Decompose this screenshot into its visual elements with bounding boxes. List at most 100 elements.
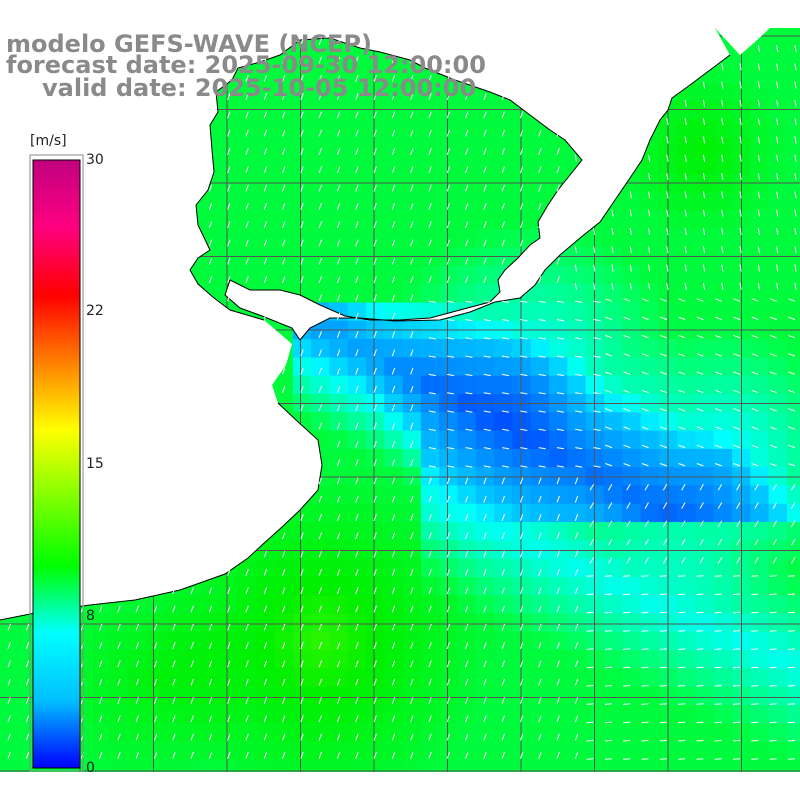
wind-arrow <box>794 282 797 290</box>
field-cell <box>292 595 312 615</box>
wind-arrow <box>662 502 668 509</box>
wind-arrow <box>446 587 451 595</box>
field-cell <box>329 705 349 724</box>
wind-arrow <box>739 282 742 290</box>
field-cell <box>677 375 696 395</box>
field-cell <box>402 357 422 377</box>
field-cell <box>237 577 257 596</box>
wind-arrow <box>721 81 724 89</box>
wind-arrow <box>623 721 631 724</box>
wind-arrow <box>794 81 797 89</box>
field-cell <box>475 558 495 578</box>
wind-arrow <box>502 392 510 395</box>
field-cell <box>475 631 495 651</box>
field-cell <box>183 686 202 706</box>
field-cell <box>530 412 550 432</box>
field-cell <box>292 119 312 139</box>
wind-arrow <box>391 221 396 229</box>
wind-arrow <box>732 758 741 760</box>
wind-arrow <box>227 623 231 631</box>
wind-arrow <box>135 697 139 704</box>
wind-arrow <box>355 477 359 485</box>
wind-arrow <box>208 678 213 686</box>
field-cell <box>420 448 440 468</box>
field-cell <box>786 375 800 395</box>
field-cell <box>164 741 184 761</box>
field-cell <box>91 631 111 651</box>
field-cell <box>146 613 166 633</box>
wind-arrow <box>282 56 286 64</box>
wind-arrow <box>446 166 451 174</box>
wind-arrow <box>684 118 687 126</box>
wind-arrow <box>556 550 560 558</box>
field-cell <box>274 101 294 120</box>
wind-arrow <box>757 246 760 254</box>
wind-arrow <box>538 373 546 377</box>
wind-arrow <box>245 184 249 192</box>
wind-arrow <box>428 74 432 82</box>
wind-arrow <box>593 465 601 468</box>
wind-arrow <box>447 337 455 340</box>
field-cell <box>384 705 404 724</box>
field-cell <box>274 723 294 743</box>
field-cell <box>292 101 312 120</box>
wind-arrow <box>519 751 524 759</box>
wind-arrow <box>465 568 469 576</box>
wind-arrow <box>263 184 268 192</box>
wind-arrow <box>410 422 414 430</box>
wind-arrow <box>373 148 377 155</box>
wind-arrow <box>410 404 414 412</box>
field-cell <box>567 284 587 303</box>
field-cell <box>237 595 257 615</box>
wind-arrow <box>355 385 359 393</box>
field-cell <box>695 211 715 230</box>
field-cell <box>786 723 800 743</box>
field-cell <box>677 741 696 761</box>
field-cell <box>567 577 587 596</box>
wind-arrow <box>623 371 631 375</box>
wind-arrow <box>626 538 631 546</box>
field-cell <box>512 613 532 633</box>
wind-arrow <box>336 751 341 759</box>
wind-arrow <box>556 751 560 759</box>
wind-arrow <box>410 623 414 631</box>
wind-arrow <box>501 221 505 229</box>
field-cell <box>366 448 385 468</box>
wind-arrow <box>282 751 286 759</box>
field-cell <box>329 284 349 303</box>
field-cell <box>786 229 800 249</box>
wind-arrow <box>787 685 795 687</box>
wind-arrow <box>391 642 396 650</box>
field-cell <box>494 339 513 358</box>
wind-arrow <box>751 630 759 632</box>
field-cell <box>18 650 38 669</box>
field-cell <box>677 211 696 230</box>
wind-arrow <box>410 459 414 467</box>
field-cell <box>786 412 800 432</box>
field-cell <box>768 613 788 633</box>
wind-arrow <box>684 191 687 199</box>
field-cell <box>183 741 202 761</box>
field-cell <box>494 137 513 157</box>
wind-arrow <box>355 660 359 668</box>
wind-arrow <box>754 538 759 546</box>
wind-arrow <box>428 166 432 174</box>
field-cell <box>366 668 385 688</box>
wind-arrow <box>574 264 577 272</box>
wind-arrow <box>300 514 304 521</box>
field-cell <box>91 741 111 761</box>
field-cell <box>439 631 458 651</box>
wind-arrow <box>135 733 139 741</box>
wind-arrow <box>611 246 614 254</box>
wind-arrow <box>556 410 564 413</box>
wind-arrow <box>538 751 542 759</box>
wind-arrow <box>662 557 668 564</box>
wind-arrow <box>446 733 451 741</box>
field-cell <box>768 503 788 523</box>
field-cell <box>164 723 184 743</box>
wind-arrow <box>586 611 594 614</box>
wind-arrow <box>117 678 121 686</box>
wind-arrow <box>465 239 469 247</box>
wind-arrow <box>519 184 524 192</box>
wind-arrow <box>604 666 612 669</box>
